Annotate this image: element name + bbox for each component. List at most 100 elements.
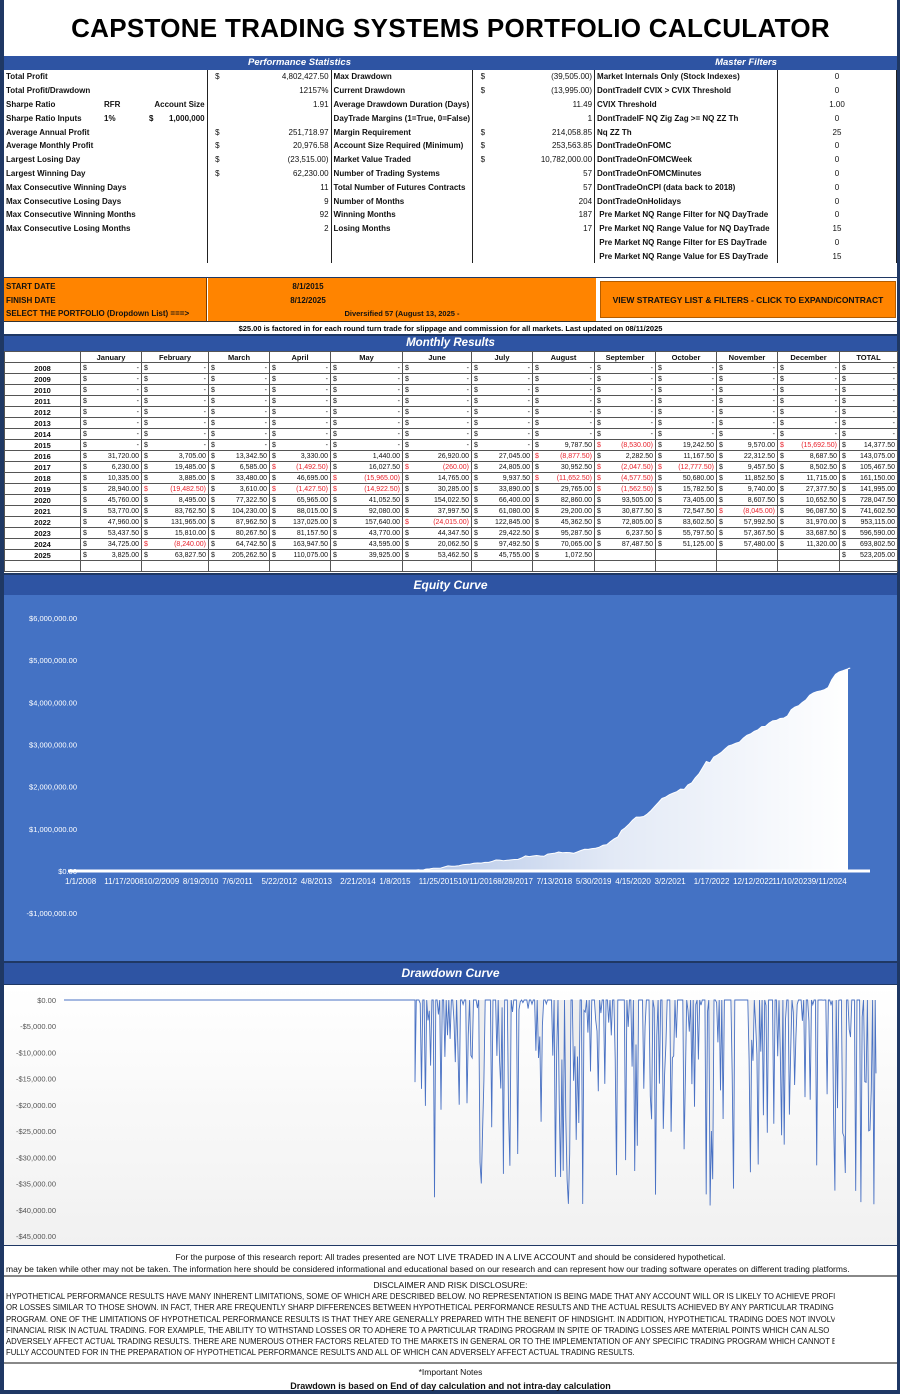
table-row: 2021 $53,770.00 $83,762.50 $104,230.00 $88,0… <box>4 505 898 517</box>
filter-value[interactable]: 0 <box>834 72 840 82</box>
disclaimer-line: PROGRAM. ONE OF THE LIMITATIONS OF HYPOT… <box>6 1313 835 1324</box>
x-tick-label: 7/6/2011 <box>222 877 253 886</box>
month-value-cell: $ - <box>402 395 472 407</box>
month-value: - <box>711 397 714 405</box>
month-value: 953,115.00 <box>860 518 895 526</box>
month-value: 9,570.00 <box>747 441 775 449</box>
filter-value[interactable]: 0 <box>834 155 840 165</box>
statistics-row: Max Consecutive Winning Days 11 Total Numb… <box>4 180 897 195</box>
filter-value[interactable]: 15 <box>832 224 842 234</box>
year-cell: 2025 <box>4 549 81 561</box>
year-cell: 2023 <box>4 527 81 539</box>
stat-value: 11.49 <box>572 99 593 109</box>
month-value: - <box>397 364 400 372</box>
stat-value: (23,515.00) <box>287 155 329 165</box>
currency-symbol: $ <box>333 364 337 372</box>
filter-value[interactable]: 0 <box>834 210 840 220</box>
currency-symbol: $ <box>842 386 846 394</box>
filter-value[interactable]: 0 <box>834 113 840 123</box>
currency-symbol: $ <box>474 441 478 449</box>
currency-symbol: $ <box>597 485 601 493</box>
stat-value: (13,995.00) <box>551 86 593 96</box>
filter-value[interactable]: 0 <box>834 196 840 206</box>
stat-value: 1.91 <box>312 99 329 109</box>
month-value-cell: $ - <box>777 428 840 440</box>
year-cell: 2009 <box>4 373 81 385</box>
filter-value[interactable]: 0 <box>834 86 840 96</box>
currency-symbol: $ <box>842 397 846 405</box>
portfolio-dropdown[interactable]: Diversified 57 (August 13, 2025 - <box>344 309 460 318</box>
currency-symbol: $ <box>405 551 409 559</box>
filter-value[interactable]: 0 <box>834 141 840 151</box>
table-row: 2025 $3,825.00 $63,827.50 $205,262.50 $110,0… <box>4 549 898 561</box>
month-value: - <box>650 386 653 394</box>
month-value: (15,692.50) <box>801 441 837 449</box>
filter-value[interactable]: 1.00 <box>829 99 845 109</box>
month-value-cell: $43,595.00 <box>330 538 403 550</box>
filter-value[interactable]: 15 <box>832 251 842 261</box>
currency-symbol: $ <box>272 507 276 515</box>
month-value-cell: $ - <box>471 439 533 451</box>
filter-value[interactable]: 0 <box>834 182 840 192</box>
month-value: - <box>834 430 837 438</box>
currency-symbol: $ <box>658 441 662 449</box>
month-value-cell: $105,467.50 <box>839 461 898 473</box>
start-date-value[interactable]: 8/1/2015 <box>292 282 324 291</box>
month-value: - <box>466 441 469 449</box>
month-value-cell: $95,287.50 <box>532 527 595 539</box>
month-value-cell: $ - <box>777 406 840 418</box>
currency-symbol: $ <box>719 507 723 515</box>
month-value-cell: $ - <box>655 428 717 440</box>
currency-symbol: $ <box>144 540 148 548</box>
filter-value[interactable]: 0 <box>834 168 840 178</box>
month-value: (1,427.50) <box>296 485 328 493</box>
month-value: - <box>527 364 530 372</box>
currency-symbol: $ <box>780 518 784 526</box>
filter-label: Pre Market NQ Range Filter for NQ DayTra… <box>597 210 769 220</box>
table-row: 2008 $ - $ - $ - $ - $ - $ - $ - $ - $ - $ - $ - $ - $ - <box>4 362 898 374</box>
filter-value[interactable]: 0 <box>834 237 840 247</box>
statistics-row: Max Consecutive Losing Days 9 Number of Mo… <box>4 194 897 208</box>
filter-value[interactable]: 25 <box>832 127 842 137</box>
month-value-cell: $ - <box>80 384 142 396</box>
month-value: 10,335.00 <box>107 474 139 482</box>
stat-value: 57 <box>583 168 593 178</box>
currency-symbol: $ <box>83 430 87 438</box>
table-row: 2019 $28,940.00 $ (19,482.50) $3,610.00 $ (1,4… <box>4 483 898 495</box>
currency-symbol: $ <box>272 551 276 559</box>
x-tick-label: 11/17/2008 <box>104 877 144 886</box>
currency-symbol: $ <box>83 397 87 405</box>
month-value: 728,047.50 <box>859 496 895 504</box>
month-value: - <box>397 386 400 394</box>
equity-area <box>68 668 851 871</box>
currency-symbol: $ <box>211 463 215 471</box>
account-size-input[interactable]: 1,000,000 <box>169 113 205 123</box>
currency-symbol: $ <box>405 529 409 537</box>
month-value: - <box>711 430 714 438</box>
currency-symbol: $ <box>719 529 723 537</box>
currency-symbol: $ <box>83 485 87 493</box>
month-value: 11,852.50 <box>744 474 775 482</box>
finish-date-value[interactable]: 8/12/2025 <box>290 295 326 305</box>
currency-symbol: $ <box>215 72 220 82</box>
currency-symbol: $ <box>719 485 723 493</box>
view-strategy-list-button[interactable]: VIEW STRATEGY LIST & FILTERS - CLICK TO … <box>600 281 896 318</box>
month-value-cell: $72,805.00 <box>594 516 656 528</box>
disclaimer-line: OR LOSSES SIMILAR TO THOSE SHOWN. IN FAC… <box>6 1302 834 1313</box>
currency-symbol: $ <box>211 419 215 427</box>
month-value: - <box>397 397 400 405</box>
x-tick-label: 4/8/2013 <box>301 877 333 886</box>
currency-symbol: $ <box>83 364 87 372</box>
month-value: 15,810.00 <box>174 529 206 537</box>
month-value: - <box>589 375 592 383</box>
month-value: 26,920.00 <box>437 452 469 460</box>
month-value: 205,262.50 <box>231 551 267 559</box>
month-value: 27,377.50 <box>805 485 837 493</box>
stat-label: Max Consecutive Losing Days <box>6 196 122 206</box>
stat-label: Total Profit <box>6 72 48 82</box>
table-row: 2013 $ - $ - $ - $ - $ - $ - $ - $ - $ - $ - $ - $ - $ - <box>4 417 898 429</box>
month-value: 50,680.00 <box>682 474 714 482</box>
stat-label: Current Drawdown <box>333 86 406 96</box>
stat-value: 9 <box>324 196 329 206</box>
month-value: - <box>397 430 400 438</box>
